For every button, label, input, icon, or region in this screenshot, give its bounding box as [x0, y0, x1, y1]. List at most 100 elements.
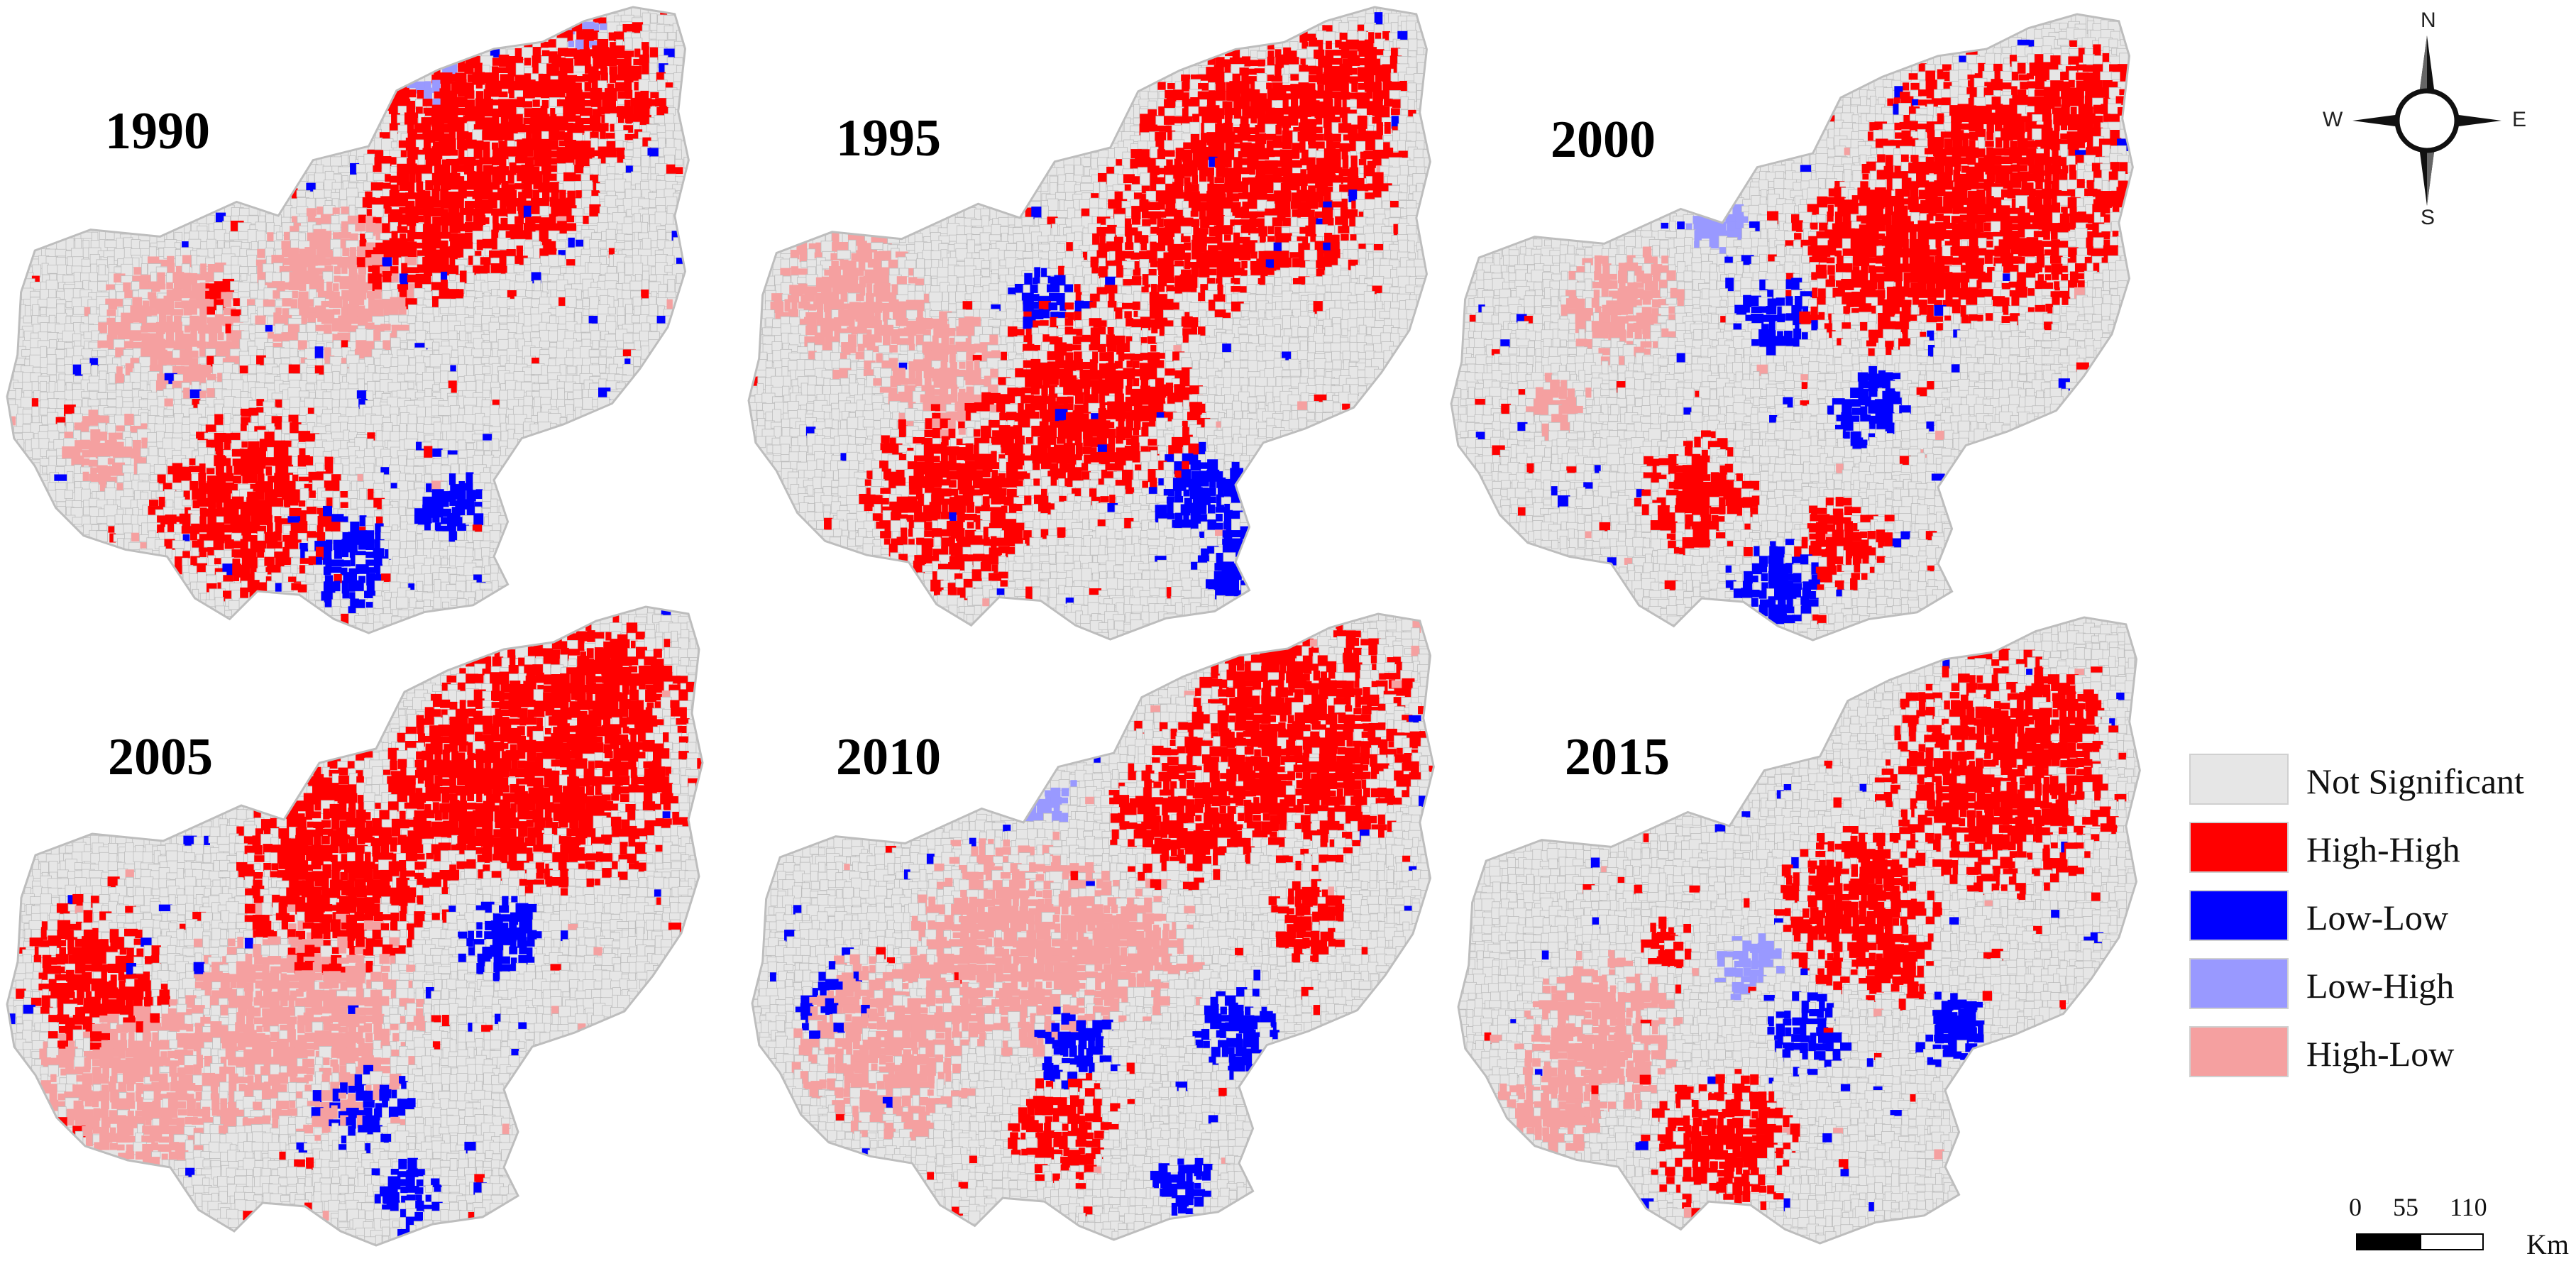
map-cell [104, 407, 118, 415]
map-cell [1157, 218, 1164, 227]
map-cell [216, 304, 224, 316]
map-cell [505, 198, 519, 207]
map-cell [130, 305, 143, 317]
map-cell [396, 157, 408, 165]
map-cell [492, 148, 500, 160]
map-cell [155, 307, 169, 314]
map-cell [317, 207, 326, 215]
map-cell [280, 557, 293, 566]
map-cell [189, 389, 202, 399]
map-cell [304, 255, 318, 266]
map-cell [455, 107, 468, 116]
map-cell [275, 307, 282, 314]
map-cell [1321, 207, 1333, 219]
map-cell [124, 290, 133, 299]
map-cell [429, 333, 443, 340]
map-cell [432, 516, 440, 523]
map-cell [573, 133, 583, 141]
map-cell [341, 307, 349, 318]
map-cell [398, 306, 407, 315]
map-cell [417, 90, 424, 99]
map-cell [532, 47, 541, 57]
map-cell [1140, 235, 1149, 243]
map-cell [322, 231, 332, 242]
map-cell [624, 56, 632, 68]
map-cell [224, 440, 231, 451]
map-cell [480, 117, 494, 125]
map-cell [312, 500, 326, 507]
map-cell [514, 216, 524, 224]
map-cell [1334, 97, 1342, 109]
map-cell [337, 256, 351, 268]
map-cell [1191, 175, 1199, 185]
map-cell [633, 356, 642, 367]
map-cell [434, 371, 441, 384]
map-cell [98, 379, 106, 393]
map-cell [342, 297, 348, 310]
map-cell [283, 231, 291, 241]
map-cell [634, 92, 642, 101]
map-cell [197, 341, 207, 348]
map-cell [290, 299, 298, 309]
map-cell [532, 107, 541, 117]
map-cell [1239, 67, 1249, 76]
map-cell [1157, 82, 1166, 90]
map-cell [124, 532, 132, 539]
map-cell [624, 99, 631, 106]
map-cell [441, 209, 448, 216]
map-cell [590, 330, 600, 341]
map-cell [320, 290, 334, 299]
map-cell [242, 473, 248, 484]
map-cell [1130, 252, 1140, 260]
map-cell [72, 334, 82, 342]
map-cell [441, 221, 449, 233]
map-cell [368, 265, 375, 273]
map-cell [1181, 236, 1191, 243]
map-cell [341, 221, 350, 234]
map-cell [656, 297, 668, 307]
map-cell [182, 499, 192, 507]
map-cell [466, 364, 474, 376]
map-cell [106, 284, 116, 291]
map-cell [390, 306, 399, 317]
map-cell [549, 173, 559, 181]
map-cell [458, 176, 465, 182]
map-cell [507, 184, 515, 191]
map-cell [634, 48, 641, 57]
map-cell [424, 473, 432, 483]
map-cell [592, 123, 600, 132]
map-cell [546, 122, 560, 133]
map-cell [374, 157, 382, 168]
map-cell [317, 275, 325, 283]
map-cell [1250, 251, 1257, 259]
map-cell [566, 115, 576, 122]
map-cell [150, 474, 158, 481]
map-cell [23, 414, 32, 424]
map-cell [62, 275, 75, 283]
map-cell [325, 532, 334, 540]
map-cell [650, 92, 659, 99]
map-cell [473, 313, 483, 325]
map-cell [415, 197, 426, 209]
map-cell [1391, 108, 1400, 116]
map-cell [422, 233, 434, 243]
map-cell [1290, 84, 1300, 92]
map-cell [1365, 244, 1374, 253]
map-cell [366, 209, 374, 216]
map-cell [358, 538, 367, 550]
map-cell [424, 87, 432, 100]
map-cell [532, 89, 545, 98]
map-cell [299, 284, 307, 291]
map-cell [524, 57, 532, 66]
map-cell [400, 150, 407, 158]
map-cell [321, 239, 333, 251]
map-cell [1272, 217, 1283, 227]
map-cell [307, 174, 315, 183]
map-cell [128, 541, 142, 550]
map-cell [1233, 106, 1242, 119]
map-cell [614, 74, 627, 81]
map-cell [623, 343, 635, 350]
map-cell [153, 463, 167, 475]
map-cell [441, 557, 448, 566]
map-cell [482, 490, 492, 504]
